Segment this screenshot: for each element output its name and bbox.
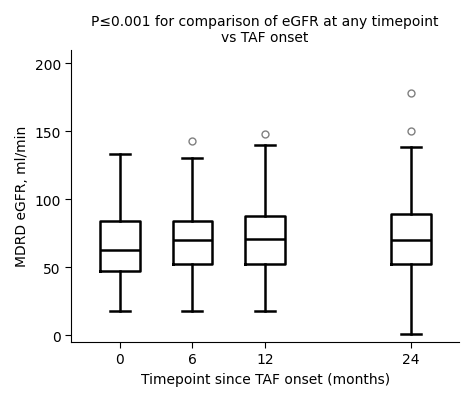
Title: P≤0.001 for comparison of eGFR at any timepoint
vs TAF onset: P≤0.001 for comparison of eGFR at any ti… xyxy=(91,15,439,45)
Y-axis label: MDRD eGFR, ml/min: MDRD eGFR, ml/min xyxy=(15,126,29,267)
X-axis label: Timepoint since TAF onset (months): Timepoint since TAF onset (months) xyxy=(141,372,390,386)
